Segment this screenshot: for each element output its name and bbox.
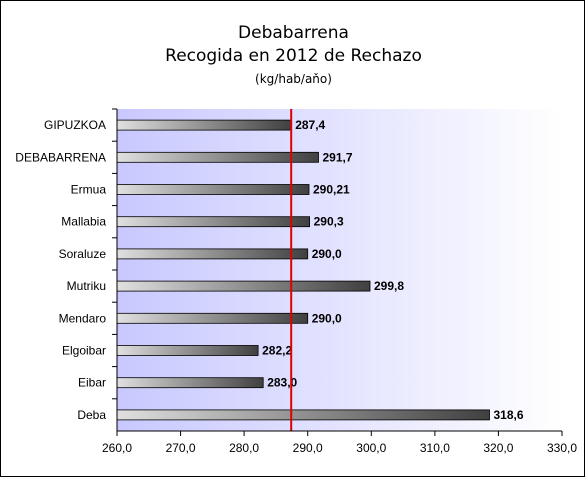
x-tick-label: 270,0 bbox=[166, 441, 196, 455]
data-label: 290,0 bbox=[312, 311, 342, 325]
category-label: Soraluze bbox=[59, 247, 107, 261]
category-label: Ermua bbox=[71, 183, 107, 197]
x-tick-label: 280,0 bbox=[229, 441, 259, 455]
data-label: 282,2 bbox=[262, 344, 292, 358]
chart-subtitle: Recogida en 2012 de Rechazo bbox=[165, 46, 422, 66]
x-tick-label: 260,0 bbox=[102, 441, 132, 455]
category-label: GIPUZKOA bbox=[44, 118, 106, 132]
data-label: 291,7 bbox=[323, 150, 353, 164]
x-tick-label: 300,0 bbox=[356, 441, 386, 455]
data-label: 283,0 bbox=[267, 376, 297, 390]
data-label: 318,6 bbox=[494, 408, 524, 422]
x-tick-label: 320,0 bbox=[483, 441, 513, 455]
chart-unit-label: (kg/hab/aňo) bbox=[255, 72, 332, 86]
data-label: 290,0 bbox=[312, 247, 342, 261]
category-label: Mallabia bbox=[61, 215, 106, 229]
x-tick-label: 290,0 bbox=[293, 441, 323, 455]
chart-title: Debabarrena bbox=[238, 23, 349, 43]
bar bbox=[116, 248, 309, 260]
data-label: 290,21 bbox=[313, 183, 350, 197]
x-tick-label: 330,0 bbox=[547, 441, 577, 455]
data-label: 290,3 bbox=[314, 215, 344, 229]
data-label: 299,8 bbox=[374, 279, 404, 293]
category-label: DEBABARRENA bbox=[15, 150, 106, 164]
category-label: Elgoibar bbox=[62, 344, 106, 358]
bar bbox=[116, 409, 490, 421]
category-label: Mendaro bbox=[59, 311, 107, 325]
bar bbox=[116, 151, 319, 163]
data-label: 287,4 bbox=[295, 118, 325, 132]
bar bbox=[116, 184, 310, 195]
bar bbox=[116, 119, 292, 131]
bar bbox=[116, 216, 311, 228]
bar bbox=[116, 345, 259, 356]
category-label: Deba bbox=[77, 408, 106, 422]
category-label: Eibar bbox=[78, 376, 106, 390]
x-tick-label: 310,0 bbox=[420, 441, 450, 455]
category-label: Mutriku bbox=[67, 279, 106, 293]
bar bbox=[116, 377, 264, 389]
bar bbox=[116, 312, 309, 324]
bar bbox=[116, 280, 371, 292]
